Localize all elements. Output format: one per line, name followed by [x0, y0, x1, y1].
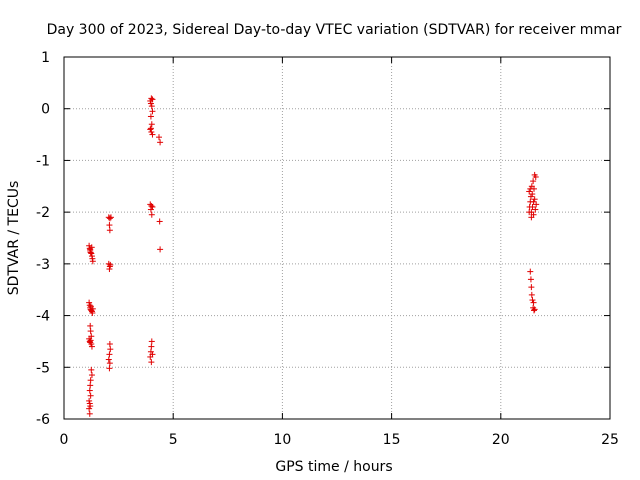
data-point	[86, 405, 93, 412]
data-point	[86, 397, 93, 404]
data-point	[106, 266, 113, 273]
data-point	[527, 185, 534, 192]
data-point	[87, 337, 94, 344]
data-point	[106, 227, 113, 234]
data-point	[530, 299, 537, 306]
data-point	[529, 191, 536, 198]
data-point	[149, 108, 156, 115]
data-point	[88, 250, 95, 257]
data-point	[527, 193, 534, 200]
data-point	[147, 126, 154, 133]
y-axis-label: SDTVAR / TECUs	[6, 181, 22, 296]
data-point	[87, 322, 94, 329]
data-point	[86, 387, 93, 394]
y-tick-label: 0	[41, 102, 50, 118]
data-point	[531, 196, 538, 203]
data-point	[531, 306, 538, 313]
data-point	[148, 211, 155, 218]
y-tick-label: -2	[36, 205, 50, 221]
x-tick-label: 20	[492, 432, 510, 448]
data-point	[147, 125, 154, 132]
data-point	[87, 392, 94, 399]
x-tick-label: 0	[60, 432, 69, 448]
ticks: 0 5 10 15 20 25 -6 -5 -4 -3 -2 -1 0 1	[36, 50, 619, 448]
data-point	[106, 351, 113, 358]
plot-frame	[63, 56, 611, 420]
data-point	[107, 261, 114, 268]
data-point	[106, 222, 113, 229]
data-point	[147, 100, 154, 107]
data-points	[86, 95, 540, 417]
y-tick-label: -5	[36, 360, 50, 376]
data-point	[106, 341, 113, 348]
data-point	[526, 188, 533, 195]
data-point	[530, 307, 537, 314]
data-point	[148, 103, 155, 110]
data-point	[106, 360, 113, 367]
data-point	[156, 218, 163, 225]
data-point	[530, 178, 537, 185]
x-tick-label: 25	[601, 432, 619, 448]
data-point	[156, 134, 163, 141]
data-point	[88, 244, 95, 251]
data-point	[148, 359, 155, 366]
data-point	[148, 338, 155, 345]
data-point	[533, 201, 540, 208]
data-point	[532, 173, 539, 180]
data-point	[148, 343, 155, 350]
data-point	[532, 206, 539, 213]
data-point	[87, 382, 94, 389]
data-point	[88, 372, 95, 379]
data-point	[89, 258, 96, 265]
data-point	[528, 284, 535, 291]
data-point	[106, 365, 113, 372]
x-tick-label: 10	[273, 432, 291, 448]
data-point	[149, 131, 156, 138]
data-point	[528, 209, 535, 216]
data-point	[88, 341, 95, 348]
data-point	[86, 410, 93, 417]
data-point	[526, 203, 533, 210]
y-tick-label: -1	[36, 153, 50, 169]
data-point	[530, 198, 537, 205]
data-point	[86, 299, 93, 306]
data-point	[105, 356, 112, 363]
chart-title: Day 300 of 2023, Sidereal Day-to-day VTE…	[47, 22, 622, 38]
y-tick-label: -4	[36, 309, 50, 325]
y-tick-label: 1	[41, 50, 50, 66]
y-tick-label: -6	[36, 412, 50, 428]
data-point	[528, 291, 535, 298]
y-tick-label: -3	[36, 257, 50, 273]
data-point	[147, 206, 154, 213]
data-point	[527, 268, 534, 275]
data-point	[88, 343, 95, 350]
data-point	[89, 305, 96, 312]
x-tick-label: 5	[169, 432, 178, 448]
data-point	[107, 214, 114, 221]
x-axis-label: GPS time / hours	[275, 459, 392, 475]
data-point	[529, 297, 536, 304]
data-point	[87, 403, 94, 410]
data-point	[148, 95, 155, 102]
data-point	[148, 121, 155, 128]
data-point	[87, 328, 94, 335]
data-point	[149, 96, 156, 103]
x-tick-label: 15	[383, 432, 401, 448]
data-point	[147, 353, 154, 360]
data-point	[87, 377, 94, 384]
data-point	[147, 113, 154, 120]
data-point	[106, 215, 113, 222]
data-point	[157, 139, 164, 146]
data-point	[527, 276, 534, 283]
data-point	[157, 246, 164, 253]
data-point	[107, 346, 114, 353]
grid	[64, 57, 610, 419]
data-point	[88, 366, 95, 373]
